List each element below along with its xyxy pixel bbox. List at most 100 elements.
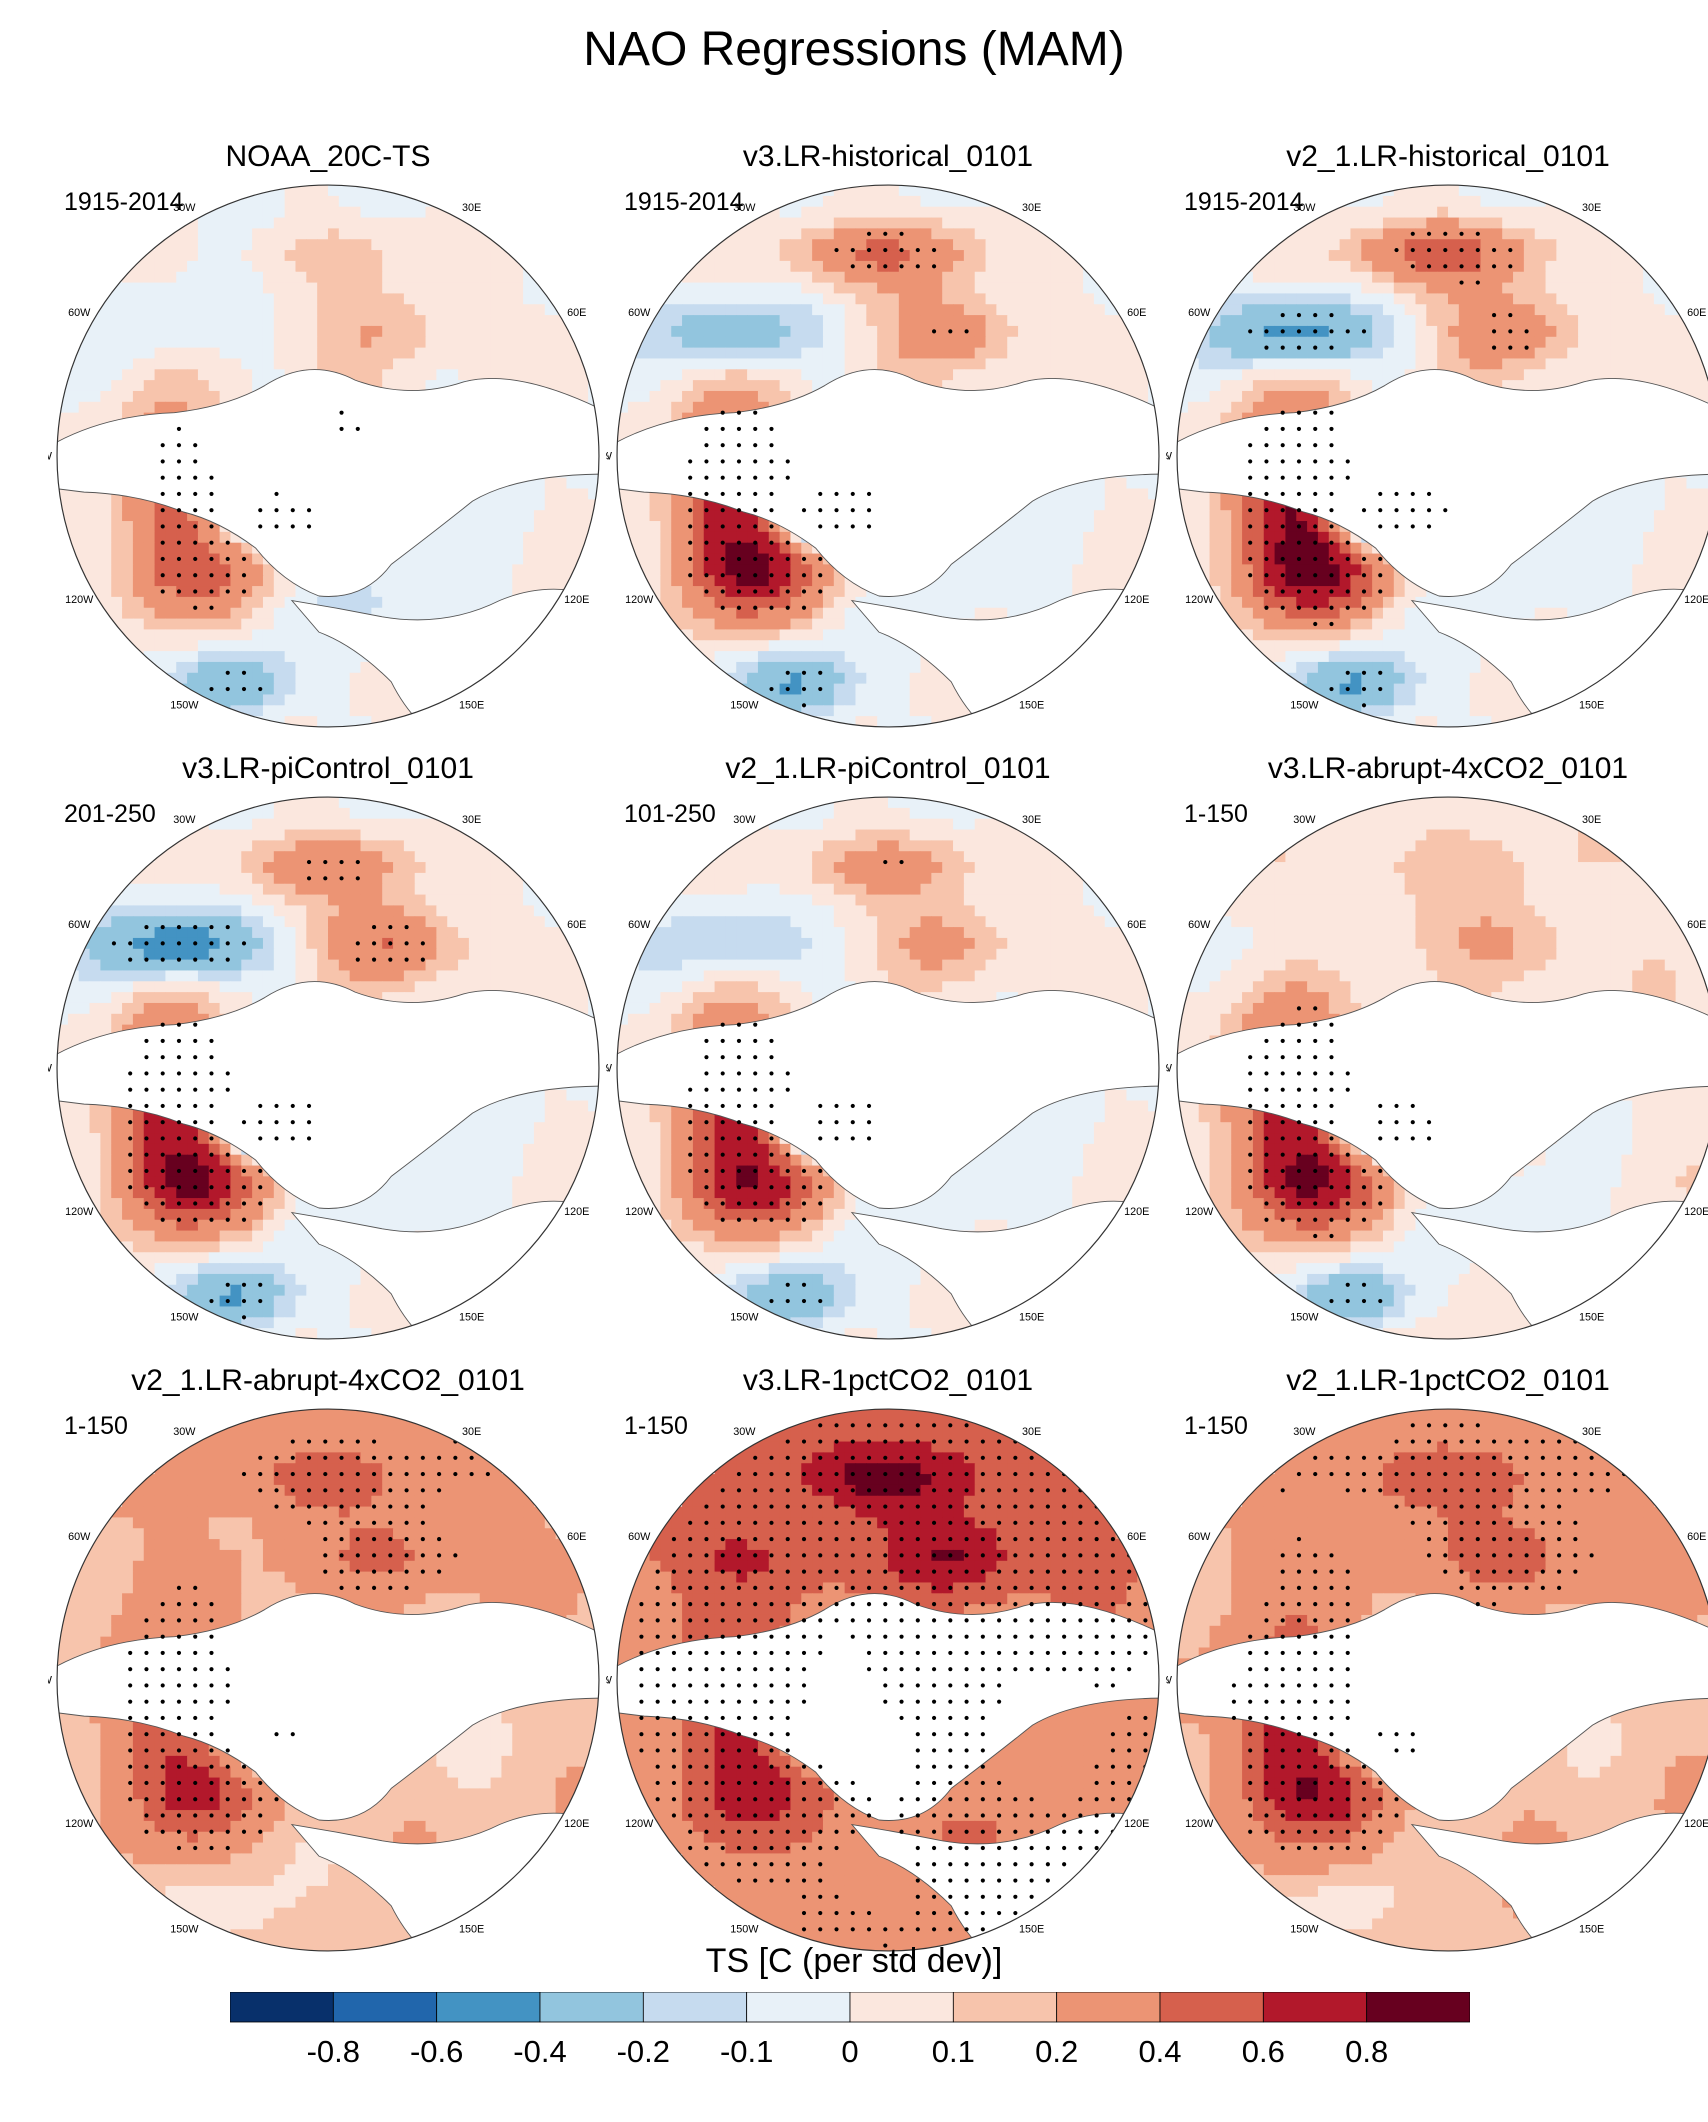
field-cell bbox=[230, 672, 242, 685]
field-cell bbox=[812, 228, 824, 240]
field-cell bbox=[682, 607, 694, 620]
field-cell bbox=[1104, 510, 1117, 522]
field-cell bbox=[241, 358, 253, 370]
significance-dot bbox=[193, 508, 198, 513]
field-cell bbox=[241, 282, 253, 294]
field-cell bbox=[714, 358, 726, 370]
field-cell bbox=[790, 542, 802, 555]
field-cell bbox=[974, 293, 987, 305]
significance-dot bbox=[899, 231, 904, 236]
field-cell bbox=[790, 553, 802, 565]
field-cell bbox=[1007, 228, 1019, 240]
field-cell bbox=[1104, 369, 1117, 381]
field-cell bbox=[888, 347, 900, 359]
field-cell bbox=[1296, 250, 1308, 262]
field-cell bbox=[1307, 293, 1319, 305]
field-cell bbox=[1231, 336, 1243, 349]
field-cell bbox=[1632, 293, 1644, 305]
field-cell bbox=[371, 586, 383, 598]
field-cell bbox=[1361, 217, 1373, 229]
field-cell bbox=[338, 260, 351, 273]
field-cell bbox=[1361, 304, 1373, 316]
field-cell bbox=[931, 271, 943, 284]
field-cell bbox=[349, 336, 362, 349]
field-cell bbox=[1115, 521, 1127, 533]
field-cell bbox=[638, 347, 651, 359]
field-cell bbox=[284, 315, 297, 327]
field-cell bbox=[544, 521, 557, 533]
field-cell bbox=[1104, 380, 1117, 392]
field-cell bbox=[812, 607, 824, 620]
field-cell bbox=[1007, 564, 1019, 576]
field-cell bbox=[1621, 358, 1633, 370]
field-cell bbox=[403, 271, 416, 284]
field-cell bbox=[1072, 250, 1084, 262]
field-cell bbox=[736, 531, 748, 544]
field-cell bbox=[1007, 325, 1019, 338]
field-cell bbox=[468, 553, 481, 565]
field-cell bbox=[1664, 325, 1677, 338]
field-cell bbox=[360, 369, 372, 381]
field-cell bbox=[1426, 293, 1438, 305]
field-cell bbox=[1545, 358, 1557, 370]
field-cell bbox=[703, 564, 716, 576]
field-cell bbox=[338, 705, 351, 717]
field-cell bbox=[833, 618, 846, 630]
field-cell bbox=[1653, 282, 1666, 294]
field-cell bbox=[208, 575, 221, 587]
field-cell bbox=[360, 336, 372, 349]
field-cell bbox=[714, 531, 726, 544]
field-cell bbox=[1534, 217, 1547, 229]
field-cell bbox=[122, 553, 134, 565]
field-cell bbox=[533, 315, 546, 327]
field-cell bbox=[898, 672, 911, 685]
field-cell bbox=[1556, 206, 1568, 219]
field-cell bbox=[877, 282, 889, 294]
field-cell bbox=[920, 206, 932, 219]
field-cell bbox=[1393, 195, 1406, 208]
field-cell bbox=[403, 250, 416, 262]
field-cell bbox=[284, 358, 297, 370]
field-cell bbox=[801, 683, 813, 695]
field-cell bbox=[197, 575, 210, 587]
field-cell bbox=[1007, 575, 1019, 587]
field-cell bbox=[866, 629, 878, 641]
field-cell bbox=[284, 195, 297, 208]
field-cell bbox=[187, 315, 199, 327]
field-cell bbox=[844, 694, 857, 706]
field-cell bbox=[349, 195, 362, 208]
panel-title: NOAA_20C-TS bbox=[48, 140, 608, 174]
field-cell bbox=[747, 250, 759, 262]
field-cell bbox=[1458, 206, 1471, 219]
field-cell bbox=[176, 282, 188, 294]
field-cell bbox=[306, 304, 318, 316]
field-cell bbox=[812, 629, 824, 641]
field-cell bbox=[197, 651, 210, 663]
field-cell bbox=[566, 347, 578, 359]
field-cell bbox=[703, 369, 716, 381]
field-cell bbox=[1317, 304, 1330, 316]
field-cell bbox=[1415, 271, 1427, 284]
field-cell bbox=[920, 304, 932, 316]
field-cell bbox=[1545, 315, 1557, 327]
field-cell bbox=[371, 304, 383, 316]
field-cell bbox=[1220, 358, 1232, 370]
field-cell bbox=[252, 618, 264, 630]
field-cell bbox=[1361, 325, 1373, 338]
field-cell bbox=[1018, 217, 1030, 229]
field-cell bbox=[1050, 358, 1062, 370]
field-cell bbox=[1350, 271, 1362, 284]
field-cell bbox=[1307, 325, 1319, 338]
field-cell bbox=[447, 586, 459, 598]
field-cell bbox=[1545, 293, 1557, 305]
field-cell bbox=[1007, 521, 1019, 533]
significance-dot bbox=[866, 247, 872, 253]
field-cell bbox=[801, 325, 813, 338]
field-cell bbox=[154, 607, 166, 620]
field-cell bbox=[111, 315, 123, 327]
field-cell bbox=[747, 390, 759, 403]
field-cell bbox=[197, 640, 210, 652]
field-cell bbox=[660, 336, 672, 349]
field-cell bbox=[447, 260, 459, 273]
field-cell bbox=[1093, 521, 1106, 533]
